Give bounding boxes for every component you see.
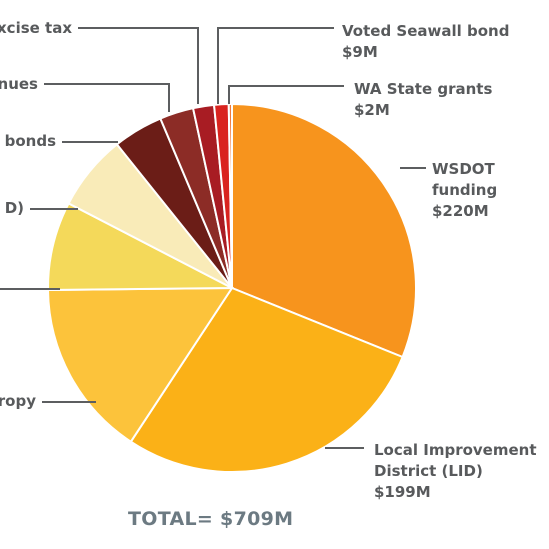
slice-label: WSDOT: [432, 160, 496, 178]
leader-line: [44, 83, 170, 112]
total-label: TOTAL= $709M: [128, 508, 294, 530]
pie-slice: [227, 102, 233, 289]
slice-label: nues: [0, 75, 38, 93]
slice-label: WA State grants: [354, 80, 492, 98]
slice-label: xcise tax: [0, 19, 72, 37]
slice-label: ropy: [0, 392, 36, 410]
leader-line: [78, 27, 199, 104]
slice-label: D): [5, 199, 24, 217]
pie-slice: [231, 102, 417, 359]
leader-line: [217, 27, 334, 104]
slice-label: $9M: [342, 43, 378, 61]
pie-slice: [46, 286, 234, 444]
slice-label: $220M: [432, 202, 489, 220]
slice-label: bonds: [5, 132, 56, 150]
slice-label: $199M: [374, 483, 431, 501]
slice-label: Local Improvement: [374, 441, 537, 459]
pie-slice: [129, 286, 404, 473]
leader-line: [228, 85, 344, 104]
slice-label: $2M: [354, 101, 390, 119]
slice-label: Voted Seawall bond: [342, 22, 509, 40]
slice-label: District (LID): [374, 462, 483, 480]
slice-label: funding: [432, 181, 497, 199]
